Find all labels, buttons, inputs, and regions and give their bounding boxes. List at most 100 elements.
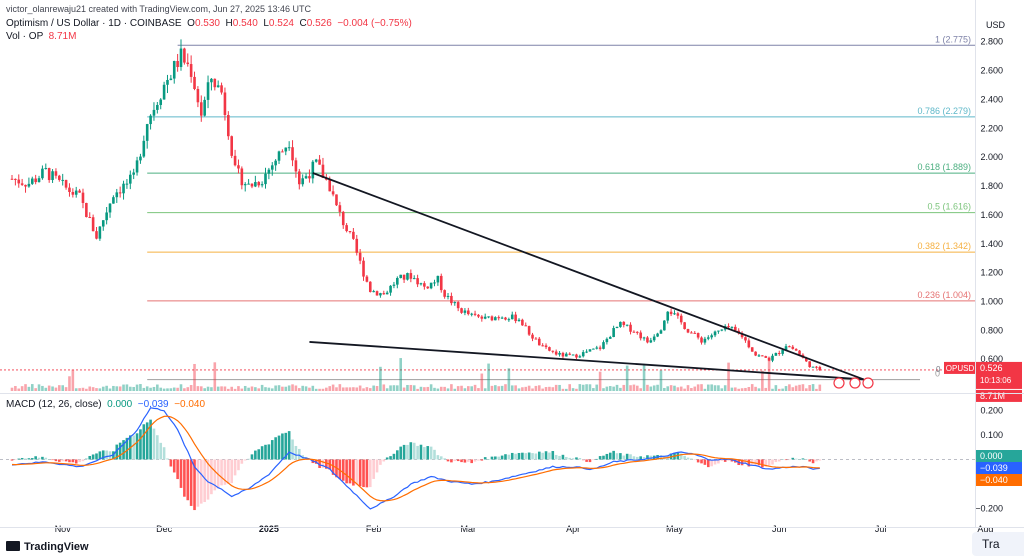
volume-bar — [348, 387, 352, 391]
macd-histogram-bar — [510, 452, 514, 460]
macd-histogram-bar — [318, 459, 321, 468]
candle-body — [473, 313, 477, 315]
candle-body — [551, 350, 555, 352]
macd-histogram-bar — [740, 459, 744, 466]
candle-body — [622, 321, 626, 325]
candle-body — [206, 82, 210, 100]
candle-body — [162, 84, 166, 100]
candle-body — [85, 202, 88, 218]
fib-zero-label: 0 — [936, 365, 941, 374]
price-tick-label: 1.600 — [980, 210, 1003, 220]
volume-label[interactable]: Vol · OP — [6, 31, 44, 42]
macd-histogram-bar — [744, 459, 747, 464]
volume-bar — [791, 387, 795, 391]
candle-body — [156, 104, 159, 110]
volume-bar — [663, 387, 666, 391]
macd-histogram-bar — [58, 459, 61, 462]
trendlines — [309, 172, 865, 381]
volume-bar — [477, 388, 480, 391]
macd-histogram-bar — [331, 459, 335, 475]
macd-histogram-bar — [801, 458, 805, 460]
candle-body — [345, 225, 348, 232]
candle-body — [41, 168, 44, 179]
volume-bar — [497, 386, 501, 391]
candle-body — [683, 322, 686, 330]
macd-histogram-bar — [470, 459, 473, 464]
volume-bar — [304, 386, 308, 391]
currency-label[interactable]: USD — [986, 20, 1006, 30]
macd-histogram-bar — [720, 459, 724, 461]
volume-bar — [679, 386, 683, 391]
candle-body — [487, 316, 490, 318]
candle-body — [14, 178, 17, 180]
symbol-line[interactable]: Optimism / US Dollar · 1D · COINBASE — [6, 18, 182, 29]
macd-histogram-bar — [625, 453, 629, 460]
volume-bar — [375, 386, 379, 391]
candle-body — [615, 326, 619, 329]
candle-body — [480, 316, 484, 319]
volume-bar — [135, 384, 139, 391]
candle-body — [500, 317, 504, 319]
fib-label-1: 1 (2.775) — [935, 34, 971, 44]
macd-tick-label: 0.200 — [980, 405, 1003, 415]
candle-body — [781, 349, 784, 354]
candle-body — [686, 329, 690, 333]
axis-badges: OPUSD 0.526 10:13:06 8.71M 0 0.000 −0.039 −0.04… — [833, 361, 1022, 486]
volume-bar — [74, 388, 78, 391]
candle-body — [51, 171, 54, 181]
candle-body — [34, 178, 37, 183]
macd-histogram-bar — [257, 449, 261, 460]
candle-body — [649, 340, 653, 343]
macd-title[interactable]: MACD (12, 26, close) — [6, 399, 102, 410]
macd-histogram-bar — [118, 442, 122, 460]
candle-body — [608, 337, 612, 339]
candle-body — [389, 285, 392, 293]
candle-body — [761, 355, 764, 357]
volume-bar — [223, 386, 227, 391]
candle-body — [534, 338, 538, 340]
candle-body — [592, 348, 595, 350]
candle-body — [581, 352, 585, 357]
volume-bar — [805, 388, 808, 391]
macd-histogram-bar — [385, 457, 389, 460]
candle-body — [453, 302, 457, 304]
volume-bar — [81, 387, 85, 391]
macd-histogram-bar — [798, 459, 801, 461]
trade-button[interactable]: Tra — [972, 532, 1024, 556]
candle-body — [172, 60, 176, 79]
volume-bar — [118, 386, 122, 391]
tradingview-brand[interactable]: TradingView — [6, 541, 89, 553]
volume-bar — [362, 388, 365, 391]
macd-histogram-bar — [777, 459, 781, 462]
macd-histogram-bar — [713, 459, 717, 465]
trendline-lower — [309, 341, 864, 381]
volume-bar — [189, 385, 193, 391]
macd-badge-2 — [976, 474, 1022, 486]
candle-body — [159, 99, 163, 105]
candle-body — [331, 191, 335, 195]
volume-bar — [734, 387, 737, 391]
candle-body — [382, 293, 386, 295]
macd-histogram-bar — [95, 453, 98, 460]
macd-histogram-bar — [298, 448, 301, 460]
candle-body — [193, 76, 196, 89]
candle-body — [757, 355, 761, 357]
candle-body — [186, 62, 190, 65]
candle-body — [676, 313, 680, 316]
signal-line — [11, 415, 820, 502]
open-value: 0.530 — [194, 18, 220, 29]
macd-histogram-bar — [74, 459, 78, 464]
macd-histogram-bar — [284, 432, 288, 460]
macd-histogram-bar — [683, 455, 686, 460]
macd-histogram-bar — [805, 459, 808, 460]
macd-histogram-bar — [565, 456, 568, 460]
volume-bar — [602, 388, 605, 391]
candle-body — [88, 217, 92, 219]
macd-histogram-bar — [348, 459, 352, 484]
macd-histogram-bar — [281, 433, 284, 460]
price-tick-label: 1.800 — [980, 181, 1003, 191]
macd-histogram-bar — [199, 459, 203, 504]
candle-body — [321, 164, 325, 178]
volume-bars — [10, 356, 822, 391]
